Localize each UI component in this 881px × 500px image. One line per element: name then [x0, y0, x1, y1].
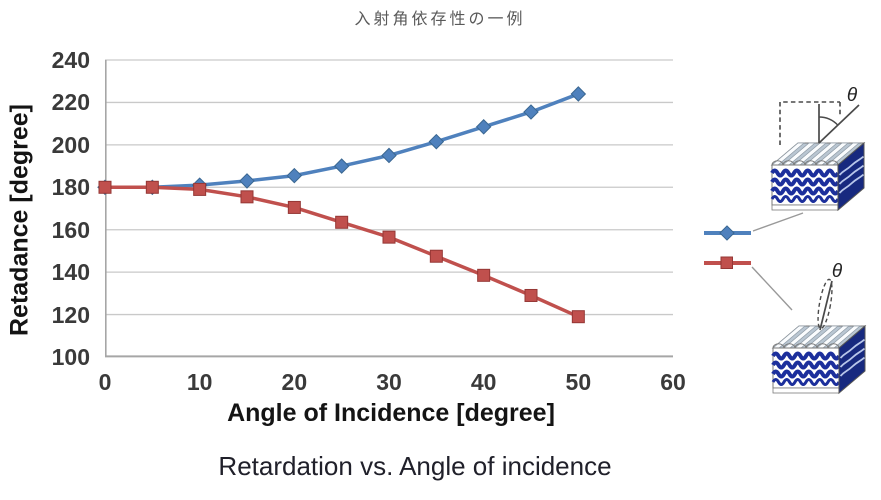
y-tick-label: 120: [51, 301, 90, 328]
legend-connector-red: [751, 266, 793, 311]
y-tick-label: 200: [51, 131, 90, 158]
x-axis-title: Angle of Incidence [degree]: [227, 399, 555, 427]
chart-title: 入射角依存性の一例: [354, 11, 526, 28]
legend-connector-blue: [752, 212, 804, 232]
y-tick-label: 100: [51, 344, 90, 370]
legend-diagram-upper: θ: [770, 85, 866, 212]
y-tick-label: 140: [51, 259, 90, 286]
legend-key-red-series: [704, 256, 793, 311]
theta-label-lower: θ: [832, 261, 843, 282]
y-tick-label: 180: [51, 174, 90, 201]
incidence-angle-annotation-lower: [817, 278, 833, 331]
theta-label-upper: θ: [847, 85, 858, 106]
plot-area: [97, 59, 673, 358]
legend-diagram-lower: θ: [771, 261, 867, 395]
x-tick-label: 30: [376, 369, 402, 395]
y-tick-label: 160: [51, 216, 90, 243]
y-tick-label: 240: [51, 47, 90, 73]
incidence-angle-annotation-upper: [779, 101, 860, 145]
x-tick-label: 60: [660, 369, 686, 395]
x-tick-label: 10: [186, 369, 213, 395]
red-square-marker: [720, 256, 733, 269]
figure-caption: Retardation vs. Angle of incidence: [218, 451, 612, 481]
x-tick-label: 40: [470, 369, 497, 395]
blue-diamond-marker: [719, 225, 735, 241]
x-tick-label: 0: [98, 369, 112, 395]
x-tick-label: 20: [281, 369, 308, 395]
x-tick-label: 50: [565, 369, 592, 395]
legend-panel: θ θ: [704, 85, 867, 395]
legend-key-blue-series: [704, 212, 804, 241]
y-tick-label: 220: [51, 89, 90, 116]
